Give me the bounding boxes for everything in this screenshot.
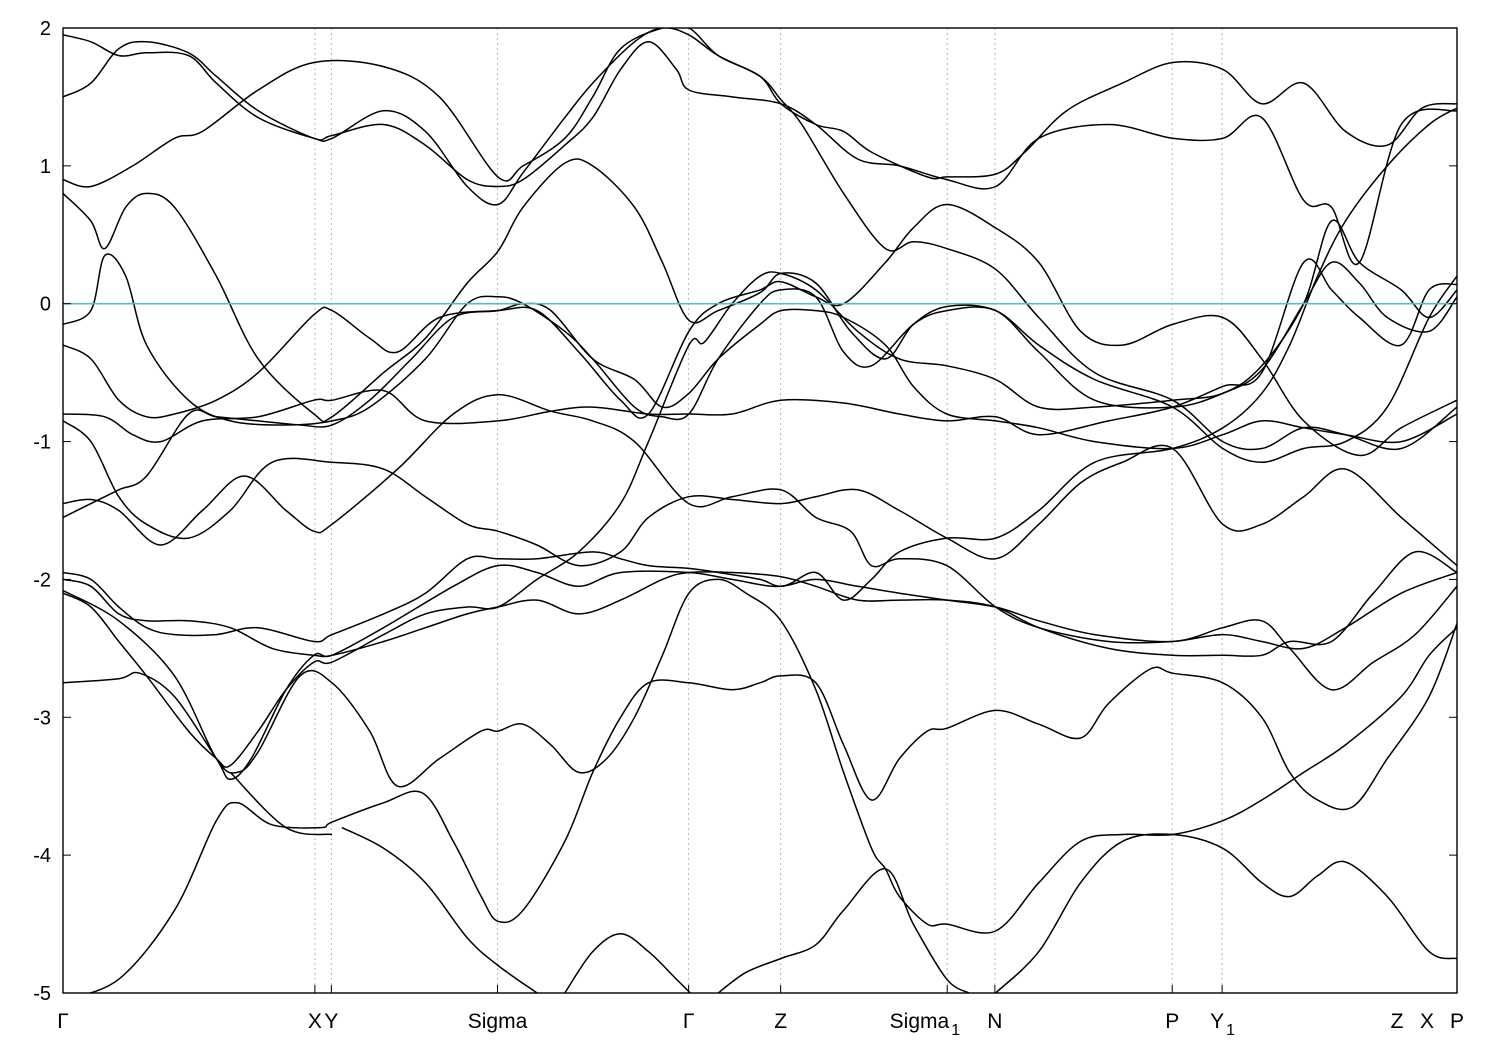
y-tick-label-3: -1: [33, 432, 51, 454]
band-line-3: [63, 393, 1457, 650]
band-line-10: [63, 420, 1457, 567]
band-line-14: [63, 219, 1457, 768]
band-line-18: [564, 932, 691, 993]
band-line-13: [63, 550, 1457, 658]
kpoint-label-0: Γ: [57, 1010, 69, 1033]
gridlines: [314, 28, 1223, 993]
y-tick-label-0: 2: [40, 18, 51, 40]
y-tick-label-7: -5: [33, 983, 51, 1005]
band-line-2: [63, 107, 1457, 781]
band-line-17: [341, 826, 538, 993]
y-axis-ticks: 2 1 0 -1 -2 -3 -4 -5: [33, 18, 1457, 1005]
band-line-6: [63, 40, 1457, 266]
kpoint-label-7: N: [987, 1010, 1002, 1033]
band-line-15: [63, 28, 1457, 451]
kpoint-label-2: Y: [324, 1010, 338, 1033]
y-tick-label-6: -4: [33, 845, 51, 867]
kpoint-label-3: Sigma: [468, 1010, 528, 1033]
kpoint-label-5: Z: [774, 1010, 787, 1033]
plot-frame: [62, 27, 1458, 994]
y-tick-label-4: -2: [33, 569, 51, 591]
band-line-1: [87, 623, 1457, 993]
kpoint-label-4: Γ: [683, 1010, 695, 1033]
kpoint-label-6: Sigma: [890, 1010, 950, 1033]
band-line-19: [717, 868, 970, 993]
kpoint-label-8: P: [1165, 1010, 1179, 1033]
band-line-21: [229, 771, 333, 836]
band-lines: [63, 28, 1457, 993]
kpoint-label-sub-6: 1: [951, 1022, 960, 1039]
band-line-12: [63, 551, 1457, 691]
kpoint-label-1: X: [308, 1010, 322, 1033]
kpoint-label-11: X: [1420, 1010, 1434, 1033]
x-axis-ticks: Γ X Y Sigma Γ Z Sigma 1 N P Y 1 Z X P: [57, 985, 1464, 1039]
y-tick-label-1: 1: [40, 156, 51, 178]
y-tick-label-2: 0: [40, 294, 51, 316]
y-tick-label-5: -3: [33, 707, 51, 729]
band-line-4: [63, 258, 1457, 443]
kpoint-label-10: Z: [1391, 1010, 1404, 1033]
kpoint-label-12: P: [1450, 1010, 1464, 1033]
kpoint-label-sub-9: 1: [1226, 1022, 1235, 1039]
band-line-11: [63, 302, 1457, 519]
kpoint-label-9: Y: [1210, 1010, 1224, 1033]
band-line-20: [995, 833, 1457, 993]
